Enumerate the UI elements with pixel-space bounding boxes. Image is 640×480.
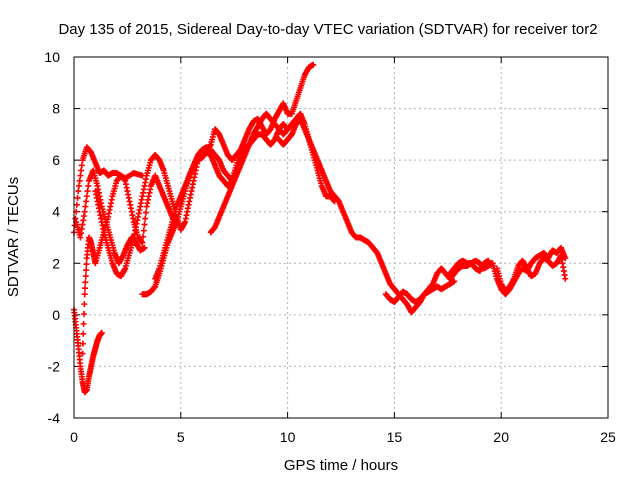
x-tick-label: 10 <box>280 429 296 445</box>
data-point <box>83 261 90 268</box>
data-point <box>78 167 85 174</box>
data-point <box>82 273 89 280</box>
data-point <box>80 320 87 327</box>
series-satellite-track-2 <box>71 306 105 396</box>
data-point <box>82 203 89 210</box>
data-point <box>140 233 147 240</box>
data-point <box>80 310 87 317</box>
series-satellite-track-4 <box>73 167 148 267</box>
data-point <box>451 278 458 285</box>
y-tick-label: 10 <box>44 49 60 65</box>
plot-frame <box>73 56 609 419</box>
data-point <box>81 291 88 298</box>
data-point <box>79 350 86 357</box>
y-tick-label: -4 <box>48 410 61 426</box>
data-point <box>78 162 85 169</box>
y-axis-label: SDTVAR / TECUs <box>5 177 22 297</box>
data-point <box>77 172 84 179</box>
data-point <box>73 201 80 208</box>
series-satellite-track-1 <box>71 144 146 236</box>
data-point <box>562 275 569 282</box>
data-point <box>83 267 90 274</box>
data-point <box>141 221 148 228</box>
data-point <box>139 239 146 246</box>
axis-ticks <box>73 56 609 419</box>
data-point <box>74 194 81 201</box>
y-tick-label: 6 <box>52 152 60 168</box>
data-point <box>83 193 90 200</box>
data-point <box>310 61 317 68</box>
data-point <box>75 182 82 189</box>
data-point <box>98 329 105 336</box>
plot-area-points <box>71 61 569 396</box>
data-point <box>562 255 569 262</box>
data-point <box>76 177 83 184</box>
x-tick-labels: 0 5 10 15 20 25 <box>70 429 616 445</box>
data-point <box>85 182 92 189</box>
data-point <box>81 208 88 215</box>
series-satellite-track-10 <box>382 257 492 305</box>
y-tick-label: 4 <box>52 204 60 220</box>
data-point <box>140 227 147 234</box>
y-tick-label: 0 <box>52 307 60 323</box>
chart-title: Day 135 of 2015, Sidereal Day-to-day VTE… <box>58 21 597 38</box>
data-point <box>83 198 90 205</box>
data-point <box>82 285 89 292</box>
x-axis-label: GPS time / hours <box>284 457 398 474</box>
gridlines <box>74 57 608 418</box>
x-tick-label: 5 <box>177 429 185 445</box>
x-tick-label: 15 <box>387 429 403 445</box>
y-tick-label: 8 <box>52 101 60 117</box>
series-satellite-track-12 <box>493 252 569 295</box>
data-point <box>81 301 88 308</box>
data-point <box>142 215 149 222</box>
x-tick-label: 20 <box>493 429 509 445</box>
y-tick-label: 2 <box>52 255 60 271</box>
data-point <box>84 188 91 195</box>
data-point <box>141 244 148 251</box>
series-satellite-track-3 <box>79 172 180 357</box>
y-tick-label: -2 <box>48 358 61 374</box>
x-tick-label: 25 <box>600 429 616 445</box>
data-point <box>82 279 89 286</box>
x-tick-label: 0 <box>70 429 78 445</box>
data-point <box>142 209 149 216</box>
data-point <box>80 330 87 337</box>
data-point <box>79 340 86 347</box>
y-tick-labels: -4 -2 0 2 4 6 8 10 <box>44 49 60 426</box>
data-point <box>75 188 82 195</box>
